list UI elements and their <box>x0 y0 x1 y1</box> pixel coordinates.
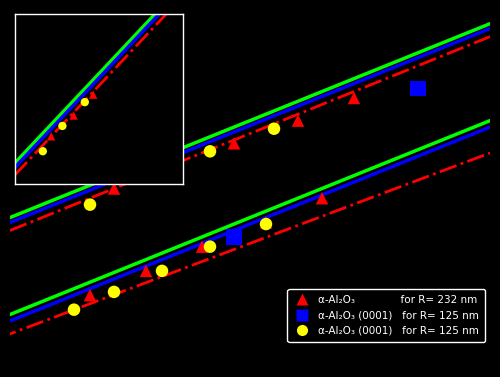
Point <box>350 95 358 101</box>
Point <box>230 234 238 240</box>
Point <box>86 292 94 298</box>
Point <box>262 221 270 227</box>
Point <box>414 85 422 91</box>
Point <box>86 202 94 208</box>
Point <box>270 126 278 132</box>
Point <box>110 289 118 295</box>
Point <box>142 174 150 180</box>
Point <box>206 148 214 154</box>
Point <box>198 244 206 250</box>
Point <box>262 219 270 225</box>
Point <box>158 268 166 274</box>
Point <box>142 268 150 274</box>
Point <box>230 140 238 146</box>
Point <box>110 185 118 192</box>
Point <box>318 195 326 201</box>
Point <box>206 244 214 250</box>
Legend: α-Al₂O₃              for R= 232 nm, α-Al₂O₃ (0001)   for R= 125 nm, α-Al₂O₃ (000: α-Al₂O₃ for R= 232 nm, α-Al₂O₃ (0001) fo… <box>288 289 485 342</box>
Point <box>294 118 302 124</box>
Point <box>70 307 78 313</box>
Point <box>174 163 182 169</box>
